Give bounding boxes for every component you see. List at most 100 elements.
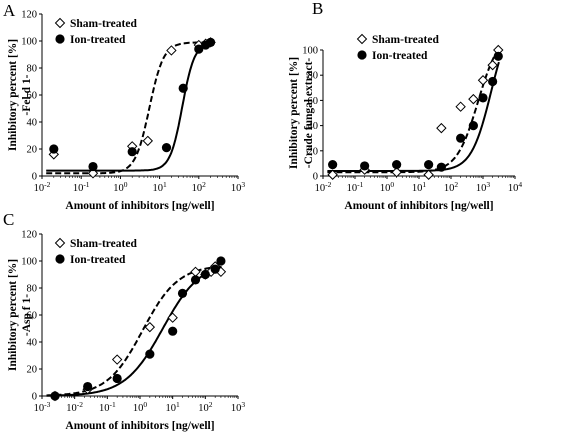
y-tick-label: 120	[21, 230, 37, 241]
x-tick-label: 10-1	[73, 180, 90, 194]
sham-treated-point	[455, 101, 466, 112]
legend-ion-marker	[55, 254, 65, 264]
legend-sham-label: Sham-treated	[70, 18, 137, 30]
ion-treated-point	[216, 256, 226, 266]
y-tick-label: 80	[27, 64, 38, 75]
ion-treated-point	[456, 133, 466, 143]
sham-treated-point	[487, 59, 498, 71]
panel-a: A 0 20 40 60 80 100 120 10-2 10-1 100 101 102 103 Amou…	[3, 1, 245, 212]
sham-treated-point	[87, 168, 99, 179]
x-tick-label: 100	[113, 180, 127, 194]
ion-treated-point	[50, 391, 60, 401]
x-tick-label: 101	[152, 180, 167, 194]
y-tick-label: 60	[27, 91, 38, 102]
ion-treated-point	[488, 76, 498, 87]
ion-treated-point	[83, 381, 93, 392]
panel-letter: A	[3, 1, 16, 20]
x-tick-label: 103	[476, 180, 491, 194]
y-tick-label: 100	[21, 37, 37, 48]
sham-treated-point	[436, 122, 447, 134]
x-tick-label: 103	[231, 180, 246, 194]
x-tick-label: 102	[444, 180, 459, 194]
y-tick-label: 0	[32, 392, 37, 403]
ion-treated-point	[190, 275, 201, 285]
y-axis-title: Inhibitory percent [%]	[288, 57, 300, 169]
ion-treated-point	[194, 44, 204, 54]
ion-treated-point	[177, 288, 188, 298]
sham-treated-point	[167, 312, 178, 323]
x-axis-title: Amount of inhibitors [ng/well]	[65, 420, 214, 432]
ion-treated-point	[112, 373, 122, 384]
y-tick-label: 60	[308, 96, 319, 107]
y-tick-label: 80	[27, 284, 38, 295]
panel-c: C 0 20 40 60 80 100 120 10-3 10-2 10-1 100 101 102 103…	[3, 210, 245, 432]
x-tick-label: 10-2	[66, 400, 83, 414]
fit-curve-sham	[46, 265, 222, 397]
panel-b: B 0 20 40 60 80 100 10-2 10-1 100 101 102 103 104 Amou…	[288, 0, 522, 212]
fit-curve-ion	[46, 265, 222, 397]
y-tick-label: 0	[32, 172, 37, 183]
sham-treated-point	[477, 75, 489, 86]
sham-treated-point	[468, 93, 479, 105]
ion-treated-point	[424, 160, 434, 170]
x-tick-label: 10-1	[99, 400, 116, 414]
y-tick-label: 20	[308, 146, 319, 157]
ion-treated-point	[493, 51, 503, 61]
fit-curve-sham	[46, 41, 212, 175]
legend-sham-label: Sham-treated	[70, 238, 137, 250]
sham-treated-point	[111, 354, 123, 365]
x-tick-label: 10-3	[34, 400, 51, 414]
x-tick-label: 10-2	[315, 180, 332, 194]
legend-sham-marker	[54, 17, 66, 29]
ion-treated-point	[392, 160, 402, 170]
y-tick-label: 100	[302, 46, 318, 57]
ion-treated-point	[206, 37, 216, 47]
ion-treated-point	[88, 161, 98, 172]
y-tick-label: 100	[21, 257, 37, 268]
sham-treated-point	[327, 169, 338, 180]
x-tick-label: 10-1	[347, 180, 364, 194]
legend-sham-label: Sham-treated	[372, 34, 439, 46]
y-axis-title: Inhibitory percent [%]	[7, 259, 19, 371]
panel-letter: B	[312, 0, 323, 18]
x-tick-label: 102	[192, 180, 207, 194]
fit-curve-ion	[46, 42, 212, 172]
legend-ion-marker	[55, 34, 65, 44]
sham-treated-point	[190, 266, 201, 278]
y-tick-label: 0	[313, 172, 318, 183]
ion-treated-point	[145, 349, 155, 359]
y-tick-label: 40	[27, 338, 38, 349]
x-tick-label: 10-2	[34, 180, 51, 194]
x-tick-label: 103	[231, 400, 246, 414]
ion-treated-point	[360, 161, 370, 171]
y-axis-title: -Asp f 1-	[21, 294, 33, 336]
legend-ion-label: Ion-treated	[70, 34, 126, 46]
ion-treated-point	[468, 121, 478, 131]
x-axis-title: Amount of inhibitors [ng/well]	[344, 200, 493, 212]
ion-treated-point	[328, 160, 338, 170]
legend-sham-marker	[54, 237, 66, 249]
y-axis-title: -Crude fungal extract-	[303, 58, 315, 169]
ion-treated-point	[127, 147, 137, 157]
x-tick-label: 101	[412, 180, 427, 194]
x-tick-label: 104	[508, 180, 523, 194]
legend-ion-label: Ion-treated	[372, 50, 428, 62]
x-tick-label: 100	[380, 180, 395, 194]
panel-letter: C	[3, 210, 14, 229]
sham-treated-point	[166, 45, 177, 56]
legend-ion-marker	[357, 50, 367, 60]
y-tick-label: 40	[308, 121, 319, 132]
y-tick-label: 20	[27, 365, 38, 376]
y-tick-label: 80	[308, 71, 319, 82]
ion-treated-point	[478, 93, 488, 103]
legend-sham-marker	[356, 33, 368, 45]
legend-ion-label: Ion-treated	[70, 254, 126, 266]
x-axis-title: Amount of inhibitors [ng/well]	[65, 200, 214, 212]
ion-treated-point	[168, 326, 178, 336]
sham-treated-point	[391, 167, 402, 178]
ion-treated-point	[49, 144, 59, 154]
fit-curve-sham	[327, 49, 500, 174]
y-tick-label: 40	[27, 118, 38, 129]
x-tick-label: 101	[166, 400, 181, 414]
